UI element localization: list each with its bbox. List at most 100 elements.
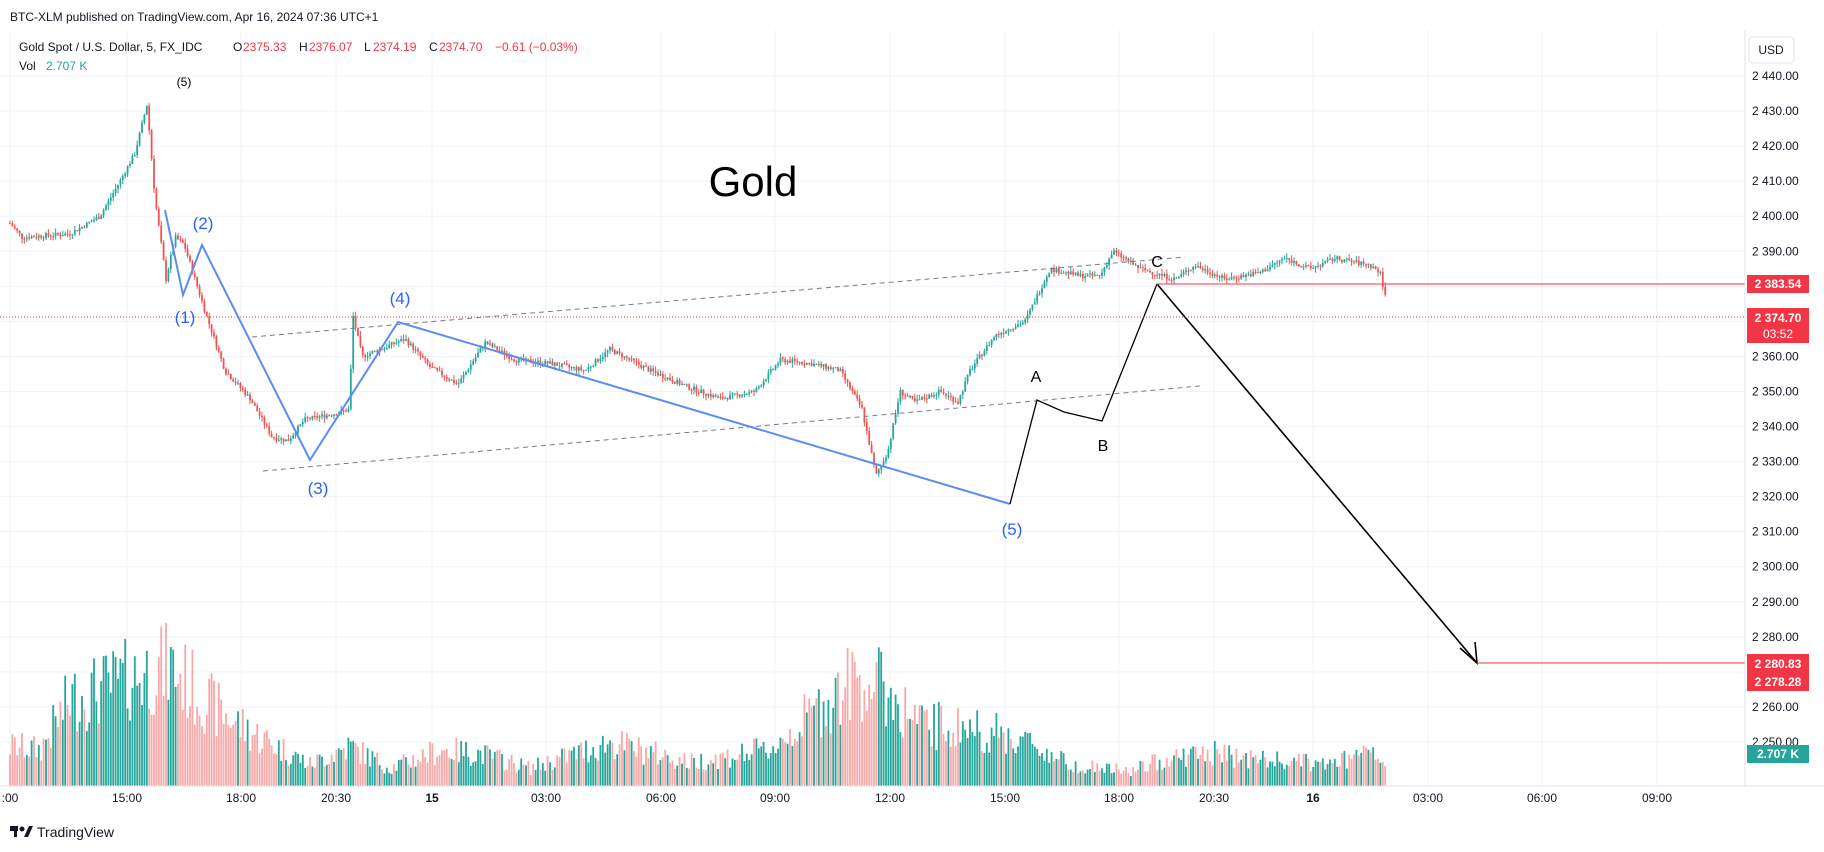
tradingview-logo-icon <box>10 826 33 837</box>
candle-body <box>1245 274 1247 277</box>
candle-body <box>1199 266 1202 269</box>
volume-bar <box>71 684 74 786</box>
candle-body <box>1189 269 1192 272</box>
abc-correction-path[interactable] <box>1009 283 1158 505</box>
candle-body <box>47 233 50 236</box>
volume-bar <box>1098 770 1101 786</box>
volume-bar <box>297 753 299 786</box>
y-tick-label: 2 260.00 <box>1752 700 1799 714</box>
candle-body <box>678 380 681 385</box>
candle-body <box>966 374 969 382</box>
volume-bar <box>426 762 429 786</box>
candle-body <box>402 339 405 341</box>
candle-body <box>993 337 995 340</box>
candle-body <box>1350 260 1353 262</box>
volume-bar <box>1261 750 1264 786</box>
volume-bar <box>1077 773 1079 786</box>
candle-body <box>215 336 218 348</box>
candle-body <box>292 435 295 439</box>
candle-body <box>995 333 998 338</box>
volume-bar <box>150 714 153 786</box>
candle-body <box>462 374 465 379</box>
candle-body <box>767 372 770 380</box>
volume-bar <box>78 721 81 786</box>
volume-bar <box>1105 763 1108 786</box>
candle-body <box>49 235 52 237</box>
candle-body <box>755 388 758 392</box>
candle-body <box>546 361 549 364</box>
tradingview-logo[interactable]: TradingView <box>10 824 115 840</box>
candle-body <box>1024 319 1027 323</box>
currency-button[interactable]: USD <box>1748 36 1795 64</box>
candle-body <box>491 343 494 347</box>
volume-bar <box>174 686 177 786</box>
candle-body <box>1302 266 1305 268</box>
time-axis[interactable]: :00 15:00 18:00 20:30 15 03:00 06:00 09:00 12:00… <box>2 791 1673 805</box>
volume-bar <box>407 764 410 786</box>
candle-body <box>234 381 237 384</box>
volume-bar <box>1045 748 1048 786</box>
volume-bar <box>904 687 907 786</box>
x-tick-label: :00 <box>2 791 19 805</box>
volume-bar <box>371 751 374 786</box>
candle-body <box>779 357 782 364</box>
volume-bar <box>136 685 139 786</box>
candle-body <box>990 339 993 345</box>
volume-bar <box>462 756 465 786</box>
volume-bar <box>1360 753 1363 786</box>
volume-bar <box>268 738 271 786</box>
volume-bar <box>18 747 21 786</box>
candle-body <box>469 364 472 370</box>
elliott-wave-path[interactable] <box>164 209 1011 505</box>
volume-bar <box>1242 755 1245 786</box>
candle-body <box>1041 288 1043 294</box>
volume-bar <box>1324 769 1327 786</box>
candle-body <box>1305 265 1307 267</box>
volume-bar <box>105 655 107 786</box>
volume-bar <box>981 751 983 786</box>
candle-body <box>1079 273 1082 276</box>
volume-bar <box>1067 769 1070 786</box>
volume-bar <box>971 732 974 786</box>
candle-body <box>472 361 475 365</box>
volume-bar <box>9 754 11 786</box>
volume-bar <box>546 756 549 786</box>
channel-upper-line[interactable] <box>251 256 1186 338</box>
y-tick-label: 2 320.00 <box>1752 490 1799 504</box>
volume-bar <box>565 762 568 786</box>
candle-body <box>349 368 352 409</box>
volume-bar <box>1026 733 1029 786</box>
candle-body <box>309 418 311 420</box>
y-tick-label: 2 300.00 <box>1752 560 1799 574</box>
volume-bar <box>282 739 285 786</box>
x-tick-label: 15:00 <box>990 791 1020 805</box>
candle-body <box>359 335 362 347</box>
volume-bar <box>1158 759 1161 786</box>
candle-body <box>721 396 724 399</box>
volume-bar <box>217 682 220 786</box>
candle-body <box>1192 266 1195 270</box>
volume-bar <box>1185 766 1187 786</box>
candle-body <box>90 221 93 223</box>
candle-body <box>570 367 573 369</box>
volume-bar <box>712 763 715 786</box>
candle-body <box>16 228 19 231</box>
candle-body <box>1218 276 1221 278</box>
channel-lower-line[interactable] <box>262 385 1201 472</box>
volume-bar <box>25 754 28 786</box>
legend-high-label: H <box>299 40 308 54</box>
volume-bar <box>1288 766 1291 786</box>
candle-body <box>354 315 357 328</box>
candle-body <box>222 358 225 369</box>
y-tick-label: 2 310.00 <box>1752 525 1799 539</box>
y-tick-label: 2 350.00 <box>1752 384 1799 398</box>
volume-bar <box>1266 767 1269 786</box>
candle-body <box>52 236 55 238</box>
candle-body <box>1045 276 1048 282</box>
candle-body <box>750 390 753 392</box>
candle-body <box>1319 265 1322 267</box>
volume-bar <box>772 746 775 786</box>
candle-body <box>537 360 539 363</box>
volume-bar <box>549 762 551 786</box>
candle-body <box>273 437 275 439</box>
